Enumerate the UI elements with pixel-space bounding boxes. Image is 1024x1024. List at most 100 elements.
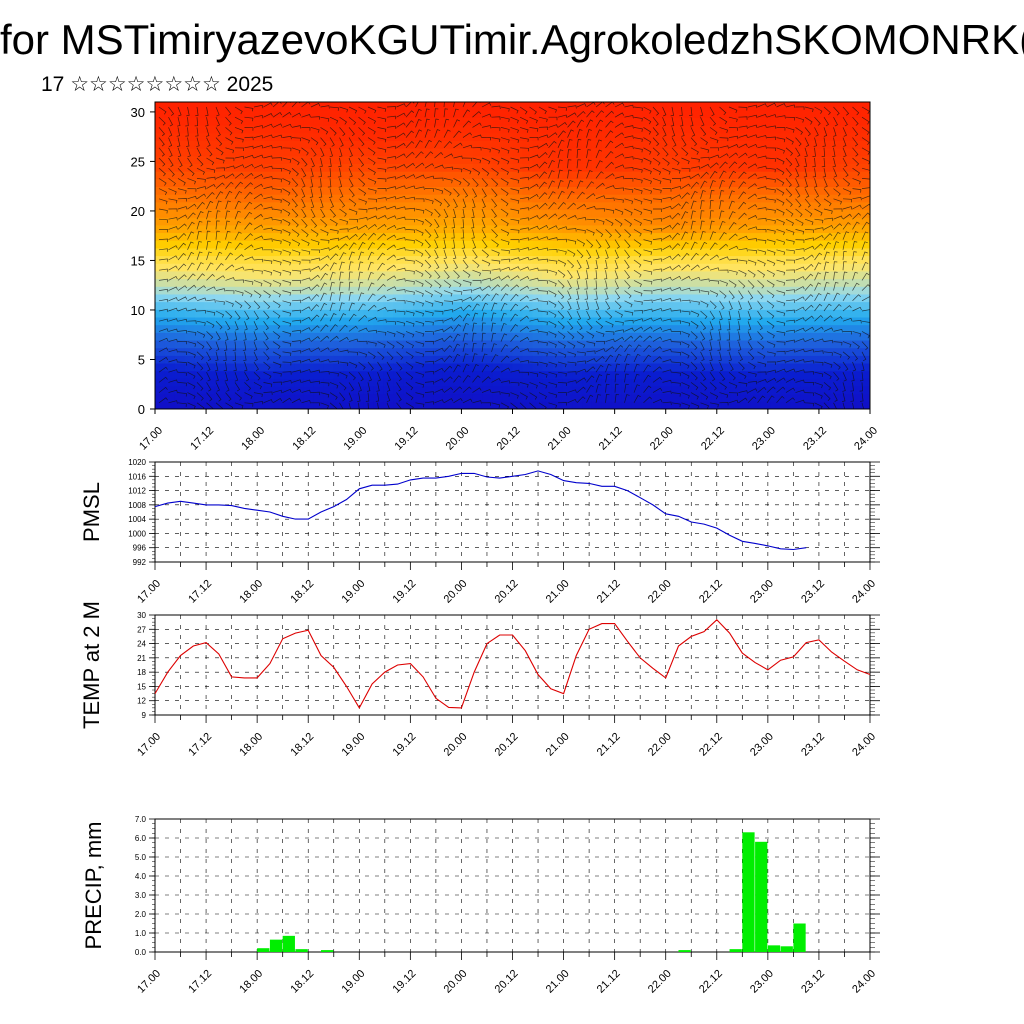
wind-barb — [424, 350, 435, 355]
wind-barb — [196, 211, 204, 220]
wind-barb — [491, 259, 501, 265]
heatmap-cell — [264, 155, 275, 164]
heatmap-cell — [343, 117, 355, 126]
heatmap-cell — [681, 140, 692, 149]
heatmap-cell — [224, 125, 236, 134]
wind-barb — [215, 230, 220, 240]
wind-barb — [538, 225, 549, 230]
wind-barb — [291, 398, 302, 404]
wind-barb — [671, 194, 682, 200]
wind-barb — [415, 151, 424, 159]
heatmap-cell — [363, 217, 375, 226]
wind-barb — [158, 337, 169, 342]
heatmap-cell — [413, 378, 424, 387]
wind-barb — [510, 293, 519, 302]
heatmap-cell — [721, 362, 732, 372]
wind-barb — [348, 325, 358, 332]
heatmap-cell — [373, 102, 385, 111]
heatmap-cell — [810, 316, 821, 326]
heatmap-cell — [284, 117, 295, 126]
heatmap-cell — [740, 125, 752, 134]
heatmap-cell — [582, 316, 593, 326]
heatmap-cell — [244, 293, 255, 303]
wind-barb — [282, 300, 292, 307]
wind-barb — [529, 136, 539, 141]
heatmap-cell — [234, 132, 245, 141]
wind-barb — [358, 382, 362, 392]
wind-barb — [681, 382, 690, 389]
heatmap-cell — [681, 163, 692, 172]
heatmap-cell — [721, 125, 732, 134]
heatmap-cell — [274, 171, 285, 180]
heatmap-cell — [155, 186, 166, 195]
wind-barb — [624, 353, 631, 363]
wind-barb — [719, 269, 729, 274]
wind-barb — [168, 307, 178, 312]
wind-barb — [804, 137, 810, 147]
wind-barb — [727, 310, 732, 321]
heatmap-cell — [284, 224, 295, 234]
heatmap-cell — [433, 186, 444, 195]
wind-barb — [633, 167, 643, 173]
wind-barb — [320, 239, 330, 244]
heatmap-cell — [174, 339, 186, 349]
heatmap-cell — [850, 393, 861, 402]
wind-barb — [804, 218, 814, 226]
heatmap-cell — [462, 201, 474, 211]
heatmap-cell — [224, 240, 236, 249]
wind-barb — [529, 194, 539, 200]
wind-barb — [215, 331, 221, 341]
heatmap-cell — [780, 217, 792, 226]
wind-barb — [510, 147, 520, 153]
wind-barb — [710, 147, 719, 151]
wind-barb — [424, 331, 434, 335]
wind-barb — [728, 392, 738, 396]
wind-barb — [234, 155, 245, 160]
heatmap-cell — [413, 194, 424, 203]
heatmap-cell — [254, 163, 265, 172]
wind-barb — [785, 269, 795, 273]
heatmap-cell — [701, 125, 712, 134]
wind-barb — [624, 125, 634, 129]
wind-barb — [377, 106, 387, 112]
heatmap-cell — [840, 109, 851, 118]
heatmap-cell — [284, 163, 295, 172]
wind-barb — [605, 208, 615, 214]
wind-barb — [548, 213, 558, 220]
heatmap-cell — [423, 148, 434, 157]
heatmap-cell — [274, 140, 285, 149]
heatmap-cell — [512, 217, 524, 226]
heatmap-cell — [691, 232, 702, 241]
wind-barb — [481, 364, 490, 373]
heatmap-cell — [532, 385, 543, 395]
wind-barb — [168, 127, 173, 137]
wind-barb — [405, 141, 415, 149]
wind-barb — [795, 248, 805, 252]
heatmap-cell — [770, 393, 782, 402]
wind-barb — [386, 331, 396, 337]
heatmap-cell — [442, 240, 454, 249]
wind-barb — [709, 170, 718, 179]
heatmap-cell — [760, 232, 772, 241]
wind-barb — [681, 252, 690, 261]
heatmap-cell — [204, 263, 216, 272]
wind-barb — [614, 336, 625, 342]
wind-barb — [272, 280, 282, 287]
heatmap-cell — [373, 232, 385, 241]
wind-barb — [301, 157, 308, 167]
heatmap-cell — [522, 378, 533, 387]
wind-barb — [443, 188, 452, 196]
wind-barb — [624, 327, 634, 332]
heatmap-cell — [472, 178, 484, 188]
heatmap-cell — [383, 362, 394, 372]
heatmap-cell — [343, 209, 355, 218]
heatmap-cell — [274, 247, 285, 257]
wind-barb — [282, 361, 292, 366]
wind-barb — [804, 349, 815, 353]
heatmap-cell — [711, 155, 722, 164]
wind-barb — [424, 341, 434, 345]
heatmap-cell — [393, 148, 404, 157]
wind-barb — [586, 320, 593, 330]
heatmap-cell — [423, 163, 434, 172]
wind-barb — [624, 373, 629, 383]
